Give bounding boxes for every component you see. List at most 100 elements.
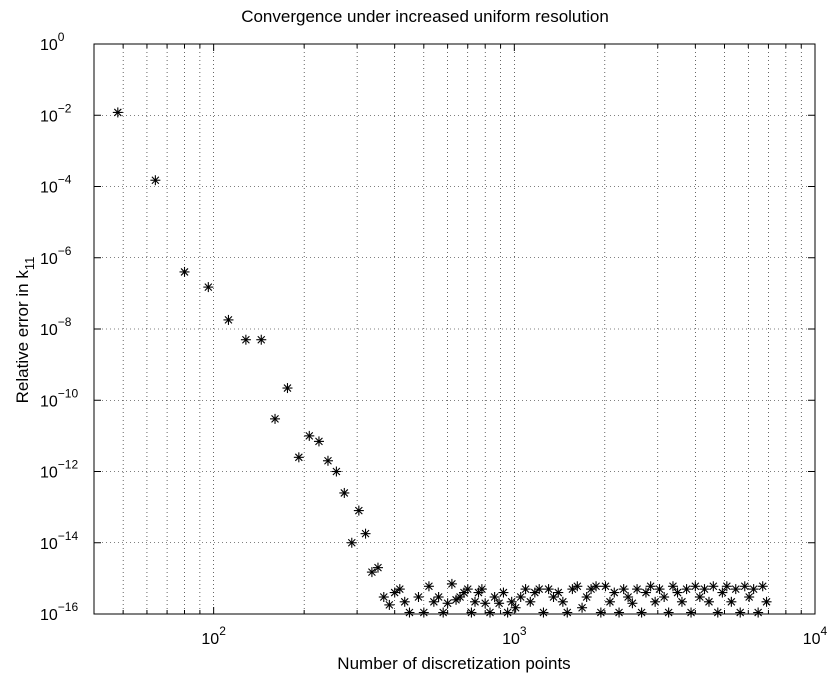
data-point: [686, 607, 697, 618]
data-point: [744, 592, 755, 603]
data-point: [179, 266, 190, 277]
data-point: [703, 596, 714, 607]
y-tick-label: 10−12: [40, 458, 78, 482]
data-point: [510, 602, 521, 613]
data-point: [676, 596, 687, 607]
data-point: [476, 584, 487, 595]
data-point: [721, 581, 732, 592]
data-point: [739, 581, 750, 592]
data-point: [282, 383, 293, 394]
data-point: [372, 562, 383, 573]
data-point: [489, 592, 500, 603]
data-point: [712, 607, 723, 618]
data-point: [494, 598, 505, 609]
data-point: [640, 587, 651, 598]
y-tick-label: 10−16: [40, 600, 78, 624]
data-point: [562, 607, 573, 618]
data-point: [223, 314, 234, 325]
data-point: [515, 592, 526, 603]
data-point: [753, 607, 764, 618]
data-point: [462, 584, 473, 595]
data-point: [663, 607, 674, 618]
data-point: [572, 581, 583, 592]
data-point: [322, 455, 333, 466]
data-point: [543, 584, 554, 595]
data-point: [366, 567, 377, 578]
data-point: [484, 607, 495, 618]
x-tick-label: 104: [803, 624, 828, 648]
data-point: [694, 592, 705, 603]
data-point: [428, 596, 439, 607]
data-point: [378, 592, 389, 603]
x-tick-label: 103: [502, 624, 527, 648]
data-point: [614, 607, 625, 618]
grid-lines: [94, 44, 815, 614]
data-point: [313, 436, 324, 447]
data-point: [438, 607, 449, 618]
x-axis-label: Number of discretization points: [337, 654, 570, 673]
data-point: [636, 607, 647, 618]
data-point: [470, 596, 481, 607]
data-point: [595, 607, 606, 618]
data-point: [466, 607, 477, 618]
data-point: [735, 607, 746, 618]
data-point: [761, 596, 772, 607]
data-point: [339, 487, 350, 498]
data-point: [442, 598, 453, 609]
data-point: [699, 584, 710, 595]
data-point: [654, 584, 665, 595]
y-tick-label: 100: [40, 30, 65, 54]
data-point: [708, 581, 719, 592]
y-tick-label: 10−6: [40, 244, 72, 268]
data-point: [609, 587, 620, 598]
data-point: [632, 584, 643, 595]
data-point: [150, 175, 161, 186]
y-tick-label: 10−2: [40, 101, 72, 125]
data-point: [717, 587, 728, 598]
data-point: [446, 578, 457, 589]
data-point: [203, 282, 214, 293]
data-point: [623, 592, 634, 603]
data-points: [112, 107, 772, 618]
data-point: [538, 607, 549, 618]
data-point: [618, 584, 629, 595]
data-point: [331, 466, 342, 477]
data-point: [534, 584, 545, 595]
data-point: [498, 587, 509, 598]
data-point: [645, 581, 656, 592]
y-tick-label: 10−4: [40, 173, 72, 197]
data-point: [304, 430, 315, 441]
data-point: [525, 596, 536, 607]
data-point: [502, 607, 513, 618]
data-point: [360, 528, 371, 539]
x-tick-labels: 102 103 104: [201, 624, 827, 648]
y-tick-label: 10−14: [40, 529, 78, 553]
data-point: [353, 505, 364, 516]
data-point: [433, 592, 444, 603]
data-point: [672, 587, 683, 598]
data-point: [581, 592, 592, 603]
data-point: [394, 584, 405, 595]
data-point: [726, 596, 737, 607]
y-axis-label-subscript: 11: [22, 257, 37, 271]
data-point: [112, 107, 123, 118]
data-point: [404, 607, 415, 618]
data-point: [604, 596, 615, 607]
data-point: [757, 581, 768, 592]
y-axis-label-main: Relative error in k: [13, 270, 32, 404]
y-tick-label: 10−10: [40, 386, 78, 410]
data-point: [520, 584, 531, 595]
data-point: [399, 596, 410, 607]
data-point: [293, 452, 304, 463]
x-tick-label: 102: [201, 624, 226, 648]
data-point: [346, 537, 357, 548]
data-point: [730, 584, 741, 595]
chart-title: Convergence under increased uniform reso…: [241, 7, 609, 26]
data-point: [384, 599, 395, 610]
y-tick-label: 10−8: [40, 315, 72, 339]
y-tick-labels: 100 10−2 10−4 10−6 10−8 10−10 10−12 10−14 10−16: [40, 30, 78, 624]
data-point: [600, 581, 611, 592]
data-point: [240, 334, 251, 345]
data-point: [586, 584, 597, 595]
